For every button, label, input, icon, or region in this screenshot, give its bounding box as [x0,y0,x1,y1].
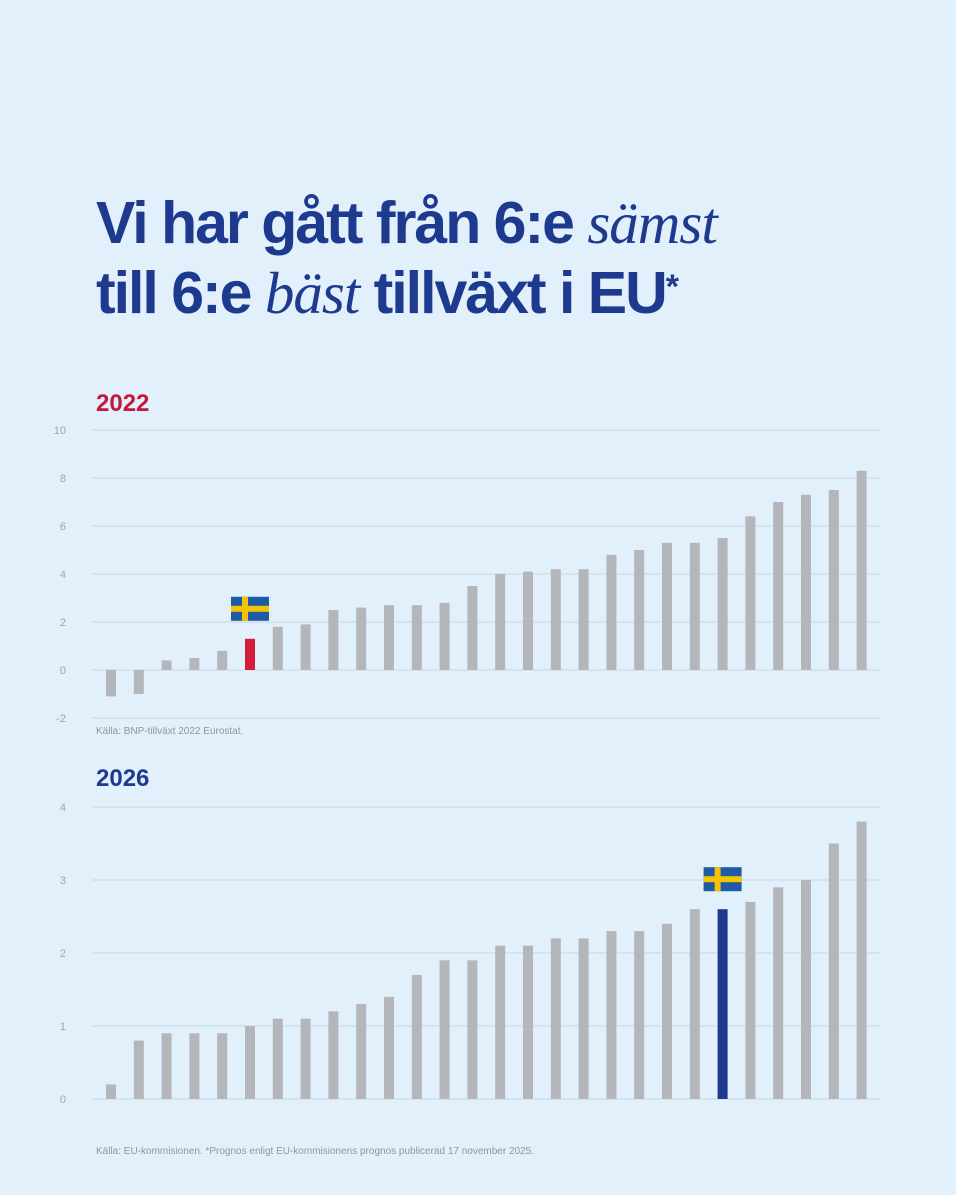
y-tick-label: 10 [54,425,66,437]
bar [161,660,172,670]
bar [550,569,561,670]
bar [133,1040,144,1099]
flag-cross-horizontal [703,876,742,883]
bar [189,658,200,670]
headline: Vi har gått från 6:e sämst till 6:e bäst… [96,188,936,328]
headline-asterisk: * [665,268,679,306]
chart-2026: 0 1 2 3 4 [60,802,880,1106]
y-tick-label: 2 [60,948,66,960]
bar [300,624,311,670]
y-tick-label: 4 [60,569,66,581]
bar [745,516,756,670]
bar [106,1084,116,1099]
bar [634,550,645,670]
bar [828,843,839,1099]
bar-sweden [717,909,728,1099]
y-tick-label: 0 [60,665,66,677]
bar [801,880,811,1099]
flag-cross-horizontal [231,605,269,612]
y-tick-label: 2 [60,617,66,629]
y-tick-label: 4 [60,802,66,814]
bar [550,938,561,1099]
bar [745,901,756,1099]
source-note-2022: Källa: BNP-tillväxt 2022 Eurostat. [96,726,244,737]
bar [856,470,867,670]
year-label-2022: 2022 [96,390,150,417]
bar [662,923,672,1099]
bar [217,1033,228,1099]
bar [523,945,533,1099]
bar [106,670,116,697]
bar [828,490,839,670]
y-tick-label: 6 [60,521,66,533]
bar [272,1018,283,1099]
y-tick-label: 0 [60,1094,66,1106]
y-tick-label: 3 [60,875,66,887]
bar [245,1026,255,1099]
bar [856,821,867,1099]
bar [689,542,700,670]
bar [606,931,617,1099]
y-tick-label: 8 [60,473,66,485]
source-note-2026: Källa: EU-kommisionen. *Prognos enligt E… [96,1146,535,1157]
bar [773,502,784,670]
headline-italic-samst: sämst [587,190,717,256]
bar [439,602,450,670]
bar [384,605,394,670]
bar [689,909,700,1099]
bar [217,650,228,670]
sweden-flag-icon [703,867,742,892]
bar [495,574,506,670]
bar [773,887,784,1099]
bar [523,571,533,670]
headline-part-3: till 6:e [96,260,265,326]
sweden-flag-icon [231,596,269,621]
bar [384,996,394,1099]
bar [606,554,617,670]
y-tick-label: 1 [60,1021,66,1033]
bar [411,605,422,670]
bar [411,974,422,1099]
bar [328,1011,339,1099]
bar [801,494,811,670]
year-label-2026: 2026 [96,765,150,792]
bar [356,607,367,670]
bar-sweden [245,638,255,670]
headline-italic-bast: bäst [264,260,360,326]
chart-2022: -2 0 2 4 6 8 10 [54,425,880,725]
y-tick-label: -2 [56,713,66,725]
headline-part-1: Vi har gått från 6:e [96,190,588,256]
bar [189,1033,200,1099]
bar [328,610,339,670]
bar [634,931,645,1099]
bar [578,938,589,1099]
bar [161,1033,172,1099]
bar [356,1004,367,1099]
bar [578,569,589,670]
bar [495,945,506,1099]
bar [133,670,144,694]
bar [272,626,283,670]
bar [467,960,478,1099]
bar [717,538,728,670]
bar [662,542,672,670]
bar [439,960,450,1099]
headline-part-5: tillväxt i EU [359,260,668,326]
bar [467,586,478,670]
bar [300,1018,311,1099]
